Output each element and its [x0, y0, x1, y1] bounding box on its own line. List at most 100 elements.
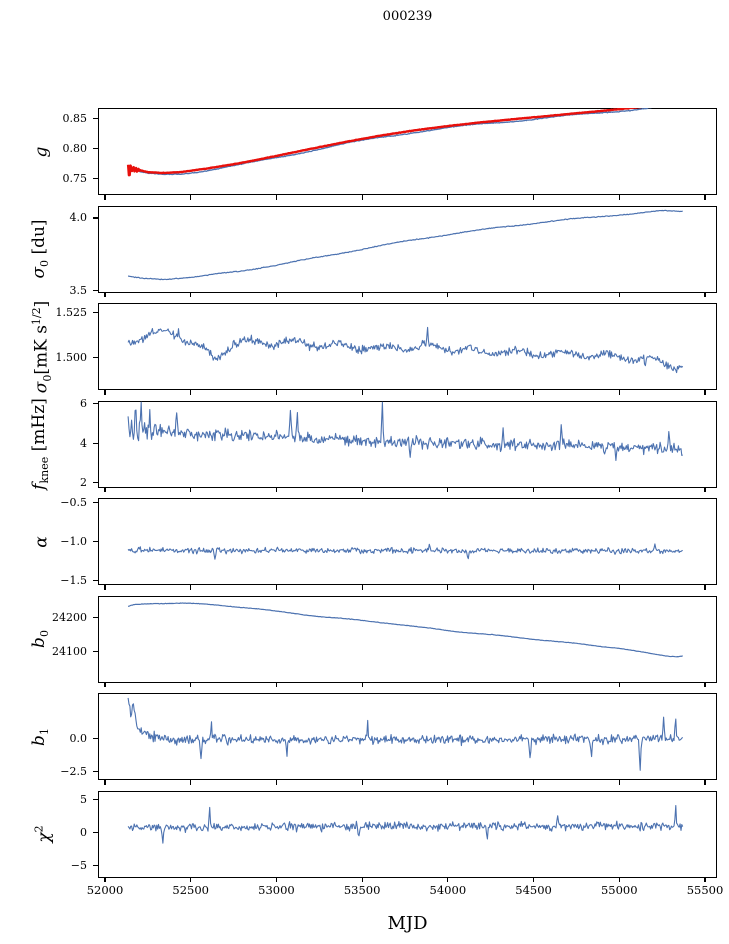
x-tick-mark: [190, 877, 192, 883]
x-tick-mark: [104, 195, 106, 200]
x-tick-mark: [704, 195, 706, 200]
y-axis-label-part: σ: [31, 381, 52, 393]
x-tick-mark: [447, 292, 449, 298]
y-tick-mark: [92, 502, 98, 504]
x-tick-mark: [361, 292, 363, 298]
series-plot-alpha: [127, 543, 683, 561]
x-tick-label: 53500: [343, 883, 381, 897]
y-tick-mark: [92, 147, 98, 150]
y-axis-label-fknee: fknee [mHz]: [28, 398, 53, 491]
panel-b0: [98, 595, 717, 683]
x-tick-mark: [190, 487, 192, 493]
y-axis-label-part: [mK s: [31, 324, 52, 375]
x-tick-mark: [704, 487, 706, 493]
x-tick-mark: [275, 292, 277, 298]
panel-b1: [98, 693, 717, 781]
x-tick-mark: [104, 487, 106, 493]
x-tick-label: 52500: [172, 883, 209, 897]
x-tick-mark: [618, 292, 620, 298]
y-axis-label-part: b: [28, 734, 49, 746]
y-tick-label: 2: [80, 476, 87, 490]
x-tick-mark: [447, 585, 449, 590]
y-tick-mark: [92, 356, 98, 358]
y-axis-label-b0: b0: [28, 630, 53, 649]
panel-alpha: [98, 498, 717, 586]
y-axis-label-sigma0-du: σ0 [du]: [28, 220, 53, 279]
y-tick-mark: [92, 312, 98, 314]
y-tick-label: −2.5: [60, 764, 87, 778]
y-axis-label-part: b: [28, 637, 49, 649]
x-tick-mark: [533, 585, 535, 590]
y-tick-label: −1.0: [60, 535, 87, 549]
x-tick-mark: [104, 585, 106, 590]
series-plot-sigma0-du: [127, 209, 683, 280]
x-tick-mark: [704, 877, 706, 883]
y-axis-label-part: σ: [28, 267, 49, 279]
x-tick-mark: [361, 390, 363, 395]
x-tick-mark: [104, 780, 106, 785]
series-plot-fknee: [127, 401, 683, 461]
y-tick-label: 4.0: [69, 211, 88, 225]
x-tick-mark: [447, 195, 449, 200]
x-tick-mark: [275, 682, 277, 688]
y-tick-mark: [92, 832, 98, 834]
y-tick-mark: [92, 617, 98, 619]
series-plot-g: [126, 108, 655, 177]
series-plot-chi2: [127, 804, 684, 844]
x-tick-mark: [618, 390, 620, 395]
panel-fknee: [98, 400, 717, 488]
x-tick-mark: [618, 585, 620, 590]
series-line-b1: [127, 698, 684, 772]
x-tick-mark: [104, 682, 106, 688]
x-tick-mark: [533, 877, 535, 883]
y-axis-label-part: 0: [38, 260, 52, 268]
x-tick-label: 54000: [429, 883, 467, 897]
y-axis-label-chi2: χ2: [31, 825, 55, 844]
y-tick-label: −0.5: [60, 496, 87, 510]
x-tick-mark: [104, 390, 106, 395]
y-tick-mark: [92, 482, 98, 484]
x-tick-mark: [704, 390, 706, 395]
y-tick-label: 3.5: [69, 284, 88, 298]
series-line-fknee: [127, 401, 683, 461]
y-tick-label: −5: [70, 859, 87, 873]
x-tick-mark: [618, 195, 620, 200]
y-tick-mark: [92, 865, 98, 867]
y-axis-label-part: 1: [38, 727, 52, 735]
y-axis-label-part: 0: [41, 374, 55, 382]
panel-sigma0-mks: [98, 303, 717, 391]
x-tick-mark: [361, 195, 363, 200]
y-axis-label-part: 0: [38, 630, 52, 638]
x-tick-mark: [275, 487, 277, 493]
x-tick-mark: [618, 780, 620, 785]
series-plot-sigma0-mks: [127, 326, 684, 374]
x-tick-mark: [104, 877, 106, 883]
y-tick-mark: [92, 118, 98, 120]
y-axis-label-part: f: [28, 483, 49, 491]
x-tick-mark: [361, 585, 363, 590]
y-tick-label: 4: [80, 436, 87, 450]
y-axis-label-part: 1/2: [29, 306, 43, 325]
y-axis-label-part: 2: [32, 825, 46, 833]
panel-sigma0-du: [98, 205, 717, 293]
x-tick-mark: [190, 195, 192, 200]
x-tick-mark: [704, 292, 706, 298]
y-axis-label-part: χ: [34, 832, 55, 844]
y-axis-label-part: [mHz]: [28, 398, 49, 457]
y-tick-mark: [92, 403, 98, 405]
x-tick-mark: [361, 682, 363, 688]
series-line-gain-fit: [126, 108, 644, 177]
x-tick-label: 52000: [86, 883, 124, 897]
y-tick-mark: [92, 770, 98, 772]
series-line-alpha: [127, 543, 683, 561]
series-line-gain-raw: [127, 108, 655, 176]
series-line-sigma0-mks: [127, 326, 684, 374]
x-tick-mark: [447, 682, 449, 688]
x-tick-mark: [275, 390, 277, 395]
panel-g: [98, 108, 717, 195]
x-tick-mark: [618, 877, 620, 883]
y-tick-mark: [92, 442, 98, 444]
y-axis-label-part: g: [31, 146, 52, 157]
y-axis-label-part: ]: [31, 300, 52, 307]
